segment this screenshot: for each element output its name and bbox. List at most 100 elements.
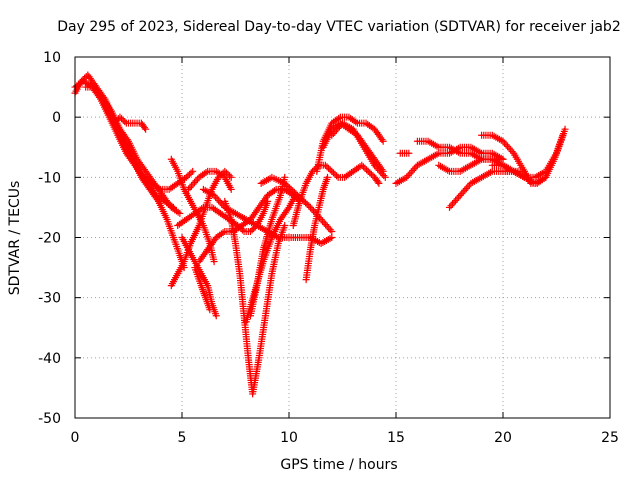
data-point (286, 184, 294, 192)
series-arc-22 (328, 119, 389, 181)
series-arc-9 (184, 167, 235, 193)
x-tick-labels: 0 5 10 15 20 25 (71, 430, 619, 446)
data-point (210, 258, 218, 266)
x-tick-label: 15 (387, 430, 405, 446)
data-point (328, 234, 336, 241)
y-tick-label: -40 (38, 351, 61, 367)
y-tick-label: -10 (38, 170, 61, 186)
data-point (226, 172, 234, 180)
data-point (456, 191, 464, 199)
data-point (331, 170, 339, 178)
data-point (303, 200, 311, 208)
data-point (464, 183, 472, 191)
data-point (212, 193, 220, 201)
data-point (215, 197, 223, 205)
data-point (410, 165, 418, 173)
data-point (329, 129, 337, 137)
data-point (323, 222, 331, 230)
data-point (281, 179, 289, 187)
data-point (224, 170, 232, 178)
data-point (333, 172, 341, 180)
data-point (359, 163, 367, 171)
data-point (462, 185, 470, 193)
data-point (375, 166, 383, 174)
data-point (375, 179, 383, 187)
data-point (282, 181, 290, 189)
data-point (367, 170, 375, 178)
data-point (358, 161, 366, 169)
data-point (187, 182, 195, 190)
data-point (142, 125, 150, 133)
data-point (270, 187, 278, 195)
data-point (321, 161, 329, 169)
data-points (71, 71, 569, 398)
data-point (363, 166, 371, 174)
data-point (380, 172, 388, 180)
data-point (294, 191, 302, 199)
data-point (508, 148, 516, 156)
data-point (406, 170, 414, 178)
series-arc-16 (242, 191, 299, 326)
data-point (219, 229, 227, 237)
axis-ticks (74, 56, 611, 419)
data-point (499, 155, 507, 163)
x-tick-label: 5 (178, 430, 187, 446)
data-point (289, 187, 297, 195)
chart-title: Day 295 of 2023, Sidereal Day-to-day VTE… (57, 19, 620, 35)
data-point (284, 205, 292, 213)
data-point (306, 203, 314, 211)
data-point (324, 173, 332, 181)
data-point (174, 208, 182, 216)
data-point (404, 172, 412, 180)
series-arc-18 (289, 161, 383, 229)
y-tick-label: -20 (38, 231, 61, 247)
data-point (326, 166, 334, 174)
data-point (378, 170, 386, 178)
data-point (322, 221, 330, 229)
data-point (372, 163, 380, 171)
data-point (374, 178, 382, 186)
series-arc-24 (396, 149, 413, 157)
data-point (378, 136, 386, 144)
data-point (381, 173, 389, 181)
x-tick-label: 10 (280, 430, 298, 446)
data-point (206, 306, 214, 314)
data-point (331, 128, 339, 136)
data-point (292, 190, 300, 198)
data-point (405, 149, 413, 157)
data-point (186, 184, 194, 192)
data-point (452, 197, 460, 205)
data-point (221, 167, 229, 175)
series-arc-14 (221, 197, 289, 398)
data-point (119, 116, 127, 124)
data-point (308, 205, 316, 213)
data-point (542, 173, 550, 181)
data-point (185, 170, 193, 178)
data-point (374, 165, 382, 173)
data-point (450, 198, 458, 206)
data-point (213, 195, 221, 203)
data-point (407, 168, 415, 176)
data-point (116, 113, 124, 121)
series-arc-3 (82, 83, 184, 217)
data-point (461, 186, 469, 194)
data-point (222, 169, 230, 177)
data-point (317, 215, 325, 223)
data-point (176, 209, 184, 217)
data-point (364, 167, 372, 175)
x-tick-label: 25 (601, 430, 619, 446)
data-point (334, 124, 342, 132)
data-point (246, 227, 254, 235)
data-point (281, 221, 289, 229)
data-point (184, 172, 192, 180)
data-point (248, 226, 256, 234)
data-point (305, 202, 313, 210)
data-point (184, 185, 192, 193)
data-point (227, 173, 235, 181)
data-point (319, 217, 327, 225)
series-arc-10 (191, 264, 214, 314)
data-point (323, 163, 331, 171)
data-point (287, 185, 295, 193)
data-point (505, 144, 513, 152)
data-point (335, 123, 343, 131)
